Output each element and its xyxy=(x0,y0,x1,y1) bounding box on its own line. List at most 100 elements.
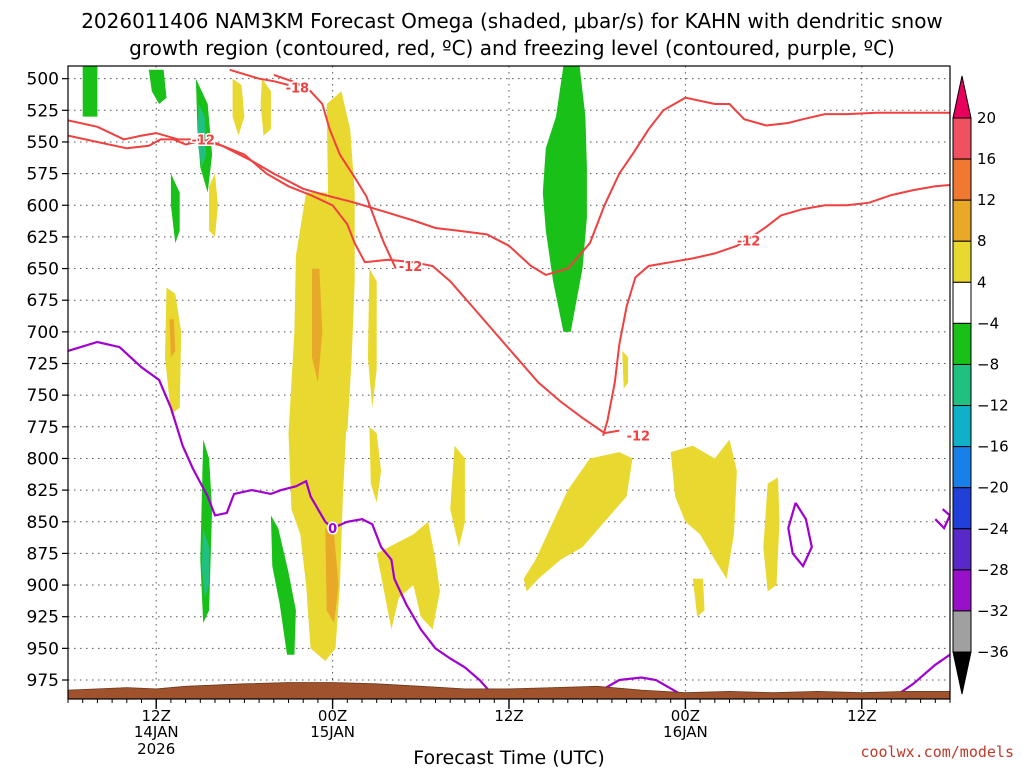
dendritic-contour-line xyxy=(602,184,950,436)
y-tick-label: 775 xyxy=(27,418,59,438)
ground-layer xyxy=(68,682,950,699)
ground-surface xyxy=(68,682,950,699)
y-tick-label: 625 xyxy=(27,228,59,248)
y-tick-label: 800 xyxy=(27,449,59,469)
x-tick-label: 12Z xyxy=(494,707,523,725)
omega-region-negative xyxy=(170,173,180,244)
omega-region-positive xyxy=(312,268,323,383)
dendritic-contour-line xyxy=(229,68,289,86)
colorbar-segment xyxy=(952,158,972,201)
colorbar-label: −8 xyxy=(977,355,999,373)
omega-region-positive xyxy=(232,78,245,136)
contour-layer xyxy=(68,68,950,699)
omega-region-positive xyxy=(169,319,176,358)
y-tick-label: 875 xyxy=(27,544,59,564)
colorbar-segment xyxy=(952,281,972,324)
contour-label: -12 xyxy=(627,430,651,445)
x-tick-label: 00Z xyxy=(318,707,347,725)
colorbar-label: −12 xyxy=(977,397,1009,415)
colorbar-label: −4 xyxy=(977,314,999,332)
omega-region-negative xyxy=(542,66,587,332)
omega-region-negative xyxy=(82,66,98,117)
y-tick-label: 850 xyxy=(27,513,59,533)
colorbar-segment xyxy=(952,487,972,530)
omega-region-positive xyxy=(376,521,440,630)
omega-region-positive xyxy=(209,173,218,237)
omega-region-negative xyxy=(270,515,296,655)
plot-background xyxy=(68,66,950,699)
omega-shading xyxy=(82,66,780,661)
x-tick-date: 14JAN xyxy=(134,723,179,741)
colorbar-label: −20 xyxy=(977,479,1009,497)
y-tick-label: 900 xyxy=(27,576,59,596)
y-tick-label: 525 xyxy=(27,101,59,121)
axis-layer: 500 525 550 575 600 625 650 675 700 725 750 775 800 8… xyxy=(27,70,951,758)
colorbar-segment xyxy=(952,446,972,489)
x-tick-date: 15JAN xyxy=(310,723,355,741)
y-tick-label: 600 xyxy=(27,196,59,216)
omega-region-positive xyxy=(326,91,355,434)
contour-label-layer: -18 -12 -12 -12 -12 0 xyxy=(190,80,762,539)
contour-label: -12 xyxy=(737,235,761,250)
colorbar-segment xyxy=(952,405,972,448)
y-tick-label: 725 xyxy=(27,355,59,375)
colorbar-segment xyxy=(952,117,972,160)
contour-label: -12 xyxy=(191,133,215,148)
x-tick-date: 16JAN xyxy=(663,723,708,741)
colorbar-segment xyxy=(952,363,972,407)
omega-region-positive xyxy=(763,477,780,592)
colorbar-segment xyxy=(952,528,972,571)
freezing-level-contour-line xyxy=(68,340,510,699)
omega-region-negative xyxy=(201,528,210,598)
x-axis-title: Forecast Time (UTC) xyxy=(413,747,604,768)
omega-region-positive xyxy=(325,528,339,623)
omega-region-negative xyxy=(148,69,167,104)
dendritic-contour-line xyxy=(68,96,950,276)
x-tick-label: 12Z xyxy=(847,707,876,725)
y-tick-label: 650 xyxy=(27,260,59,280)
omega-region-positive xyxy=(450,445,465,548)
colorbar-label: −28 xyxy=(977,561,1009,579)
y-tick-label: 675 xyxy=(27,291,59,311)
colorbar-label: −32 xyxy=(977,602,1009,620)
colorbar-label: 20 xyxy=(977,109,996,127)
freezing-level-contour-line xyxy=(934,508,950,530)
colorbar-label: −24 xyxy=(977,520,1009,538)
y-tick-label: 975 xyxy=(27,671,59,691)
freezing-level-contour-line xyxy=(596,676,679,694)
y-tick-label: 950 xyxy=(27,639,59,659)
colorbar-segment xyxy=(952,610,972,653)
omega-region-positive xyxy=(622,350,629,389)
y-tick-label: 750 xyxy=(27,386,59,406)
omega-region-positive xyxy=(367,268,377,408)
y-tick-label: 700 xyxy=(27,323,59,343)
y-tick-label: 575 xyxy=(27,165,59,185)
colorbar-segment xyxy=(952,322,972,365)
y-tick-label: 825 xyxy=(27,481,59,501)
chart-title-line1: 2026011406 NAM3KM Forecast Omega (shaded… xyxy=(81,9,943,33)
freezing-level-contour-line xyxy=(787,502,813,569)
colorbar-label: −16 xyxy=(977,438,1009,456)
colorbar-label: 4 xyxy=(977,273,987,291)
omega-region-positive xyxy=(670,439,737,579)
colorbar-segment xyxy=(952,569,972,612)
dendritic-contour-line xyxy=(273,73,397,270)
colorbar-label: 12 xyxy=(977,191,996,209)
colorbar: 20 16 12 8 4 −4 −8 −12 −16 −20 −24 −28 −32 −36 xyxy=(952,75,1009,695)
omega-region-positive xyxy=(523,452,633,592)
omega-region-positive xyxy=(260,78,271,136)
colorbar-label: 8 xyxy=(977,232,987,250)
contour-label: -12 xyxy=(399,260,423,275)
contour-label: -18 xyxy=(286,82,310,97)
colorbar-label: 16 xyxy=(977,150,996,168)
y-tick-label: 925 xyxy=(27,608,59,628)
contour-label: 0 xyxy=(328,522,337,537)
omega-region-positive xyxy=(369,426,382,503)
colorbar-top-triangle xyxy=(952,75,972,119)
colorbar-bottom-triangle xyxy=(952,651,972,695)
x-tick-year: 2026 xyxy=(137,740,175,758)
omega-region-negative xyxy=(197,104,207,168)
colorbar-segment xyxy=(952,199,972,242)
x-tick-label: 12Z xyxy=(142,707,171,725)
